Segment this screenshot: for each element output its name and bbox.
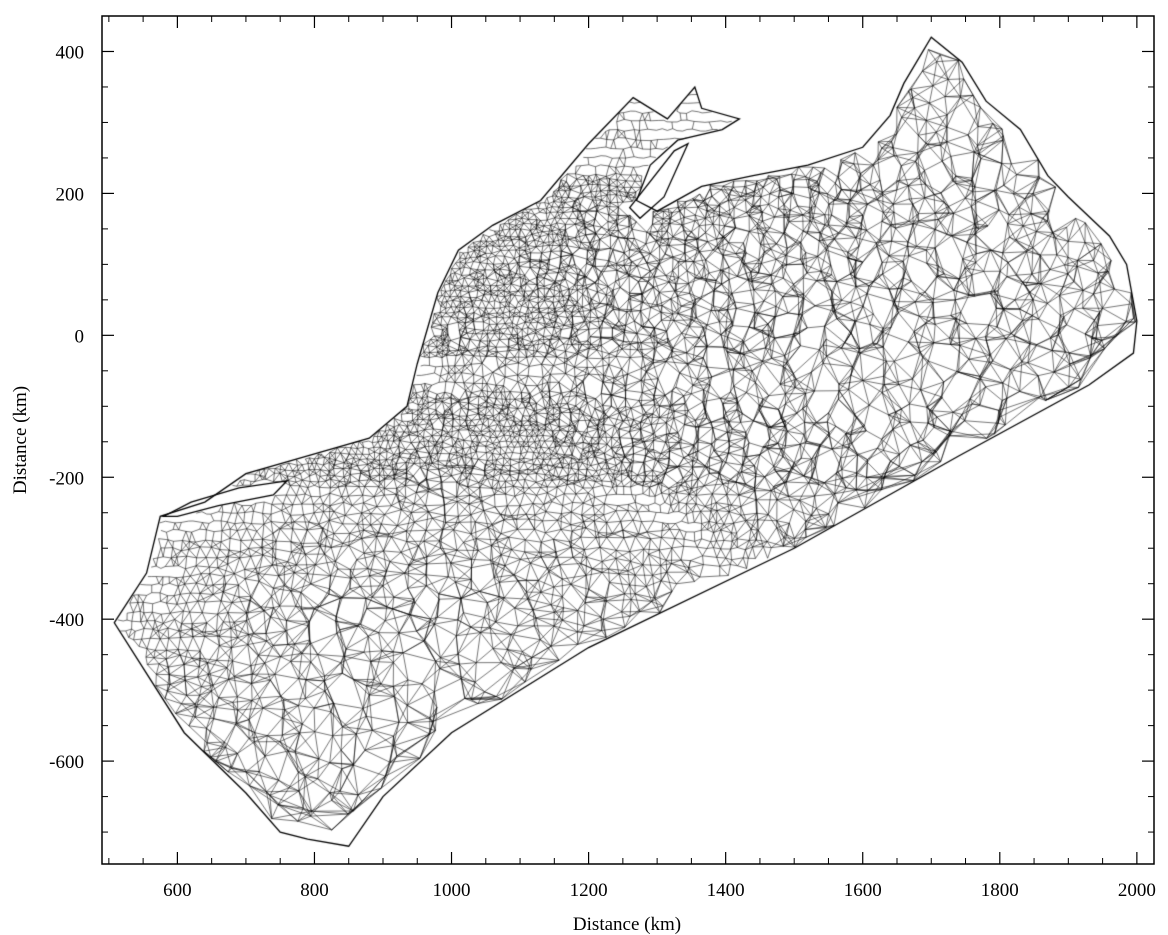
y-tick-label: -600 [49, 752, 84, 773]
x-axis-title: Distance (km) [573, 914, 681, 935]
y-tick-label: 400 [56, 42, 85, 63]
y-tick-label: 200 [56, 184, 85, 205]
y-tick-label: -200 [49, 468, 84, 489]
x-axis-ticks: 600 800 1000 1200 1400 1600 1800 2000 [108, 16, 1156, 901]
y-axis-title: Distance (km) [10, 386, 31, 494]
x-tick-label: 1400 [707, 880, 745, 901]
x-tick-label: 2000 [1118, 880, 1156, 901]
x-tick-label: 1200 [570, 880, 608, 901]
x-tick-label: 1800 [981, 880, 1019, 901]
x-tick-label: 600 [163, 880, 192, 901]
x-tick-label: 1600 [844, 880, 882, 901]
y-axis-ticks: 400 200 0 -200 -400 -600 [49, 42, 1154, 833]
y-tick-label: -400 [49, 610, 84, 631]
x-tick-label: 1000 [433, 880, 471, 901]
x-tick-label: 800 [300, 880, 329, 901]
plot-frame [101, 15, 1155, 865]
y-tick-label: 0 [75, 326, 85, 347]
